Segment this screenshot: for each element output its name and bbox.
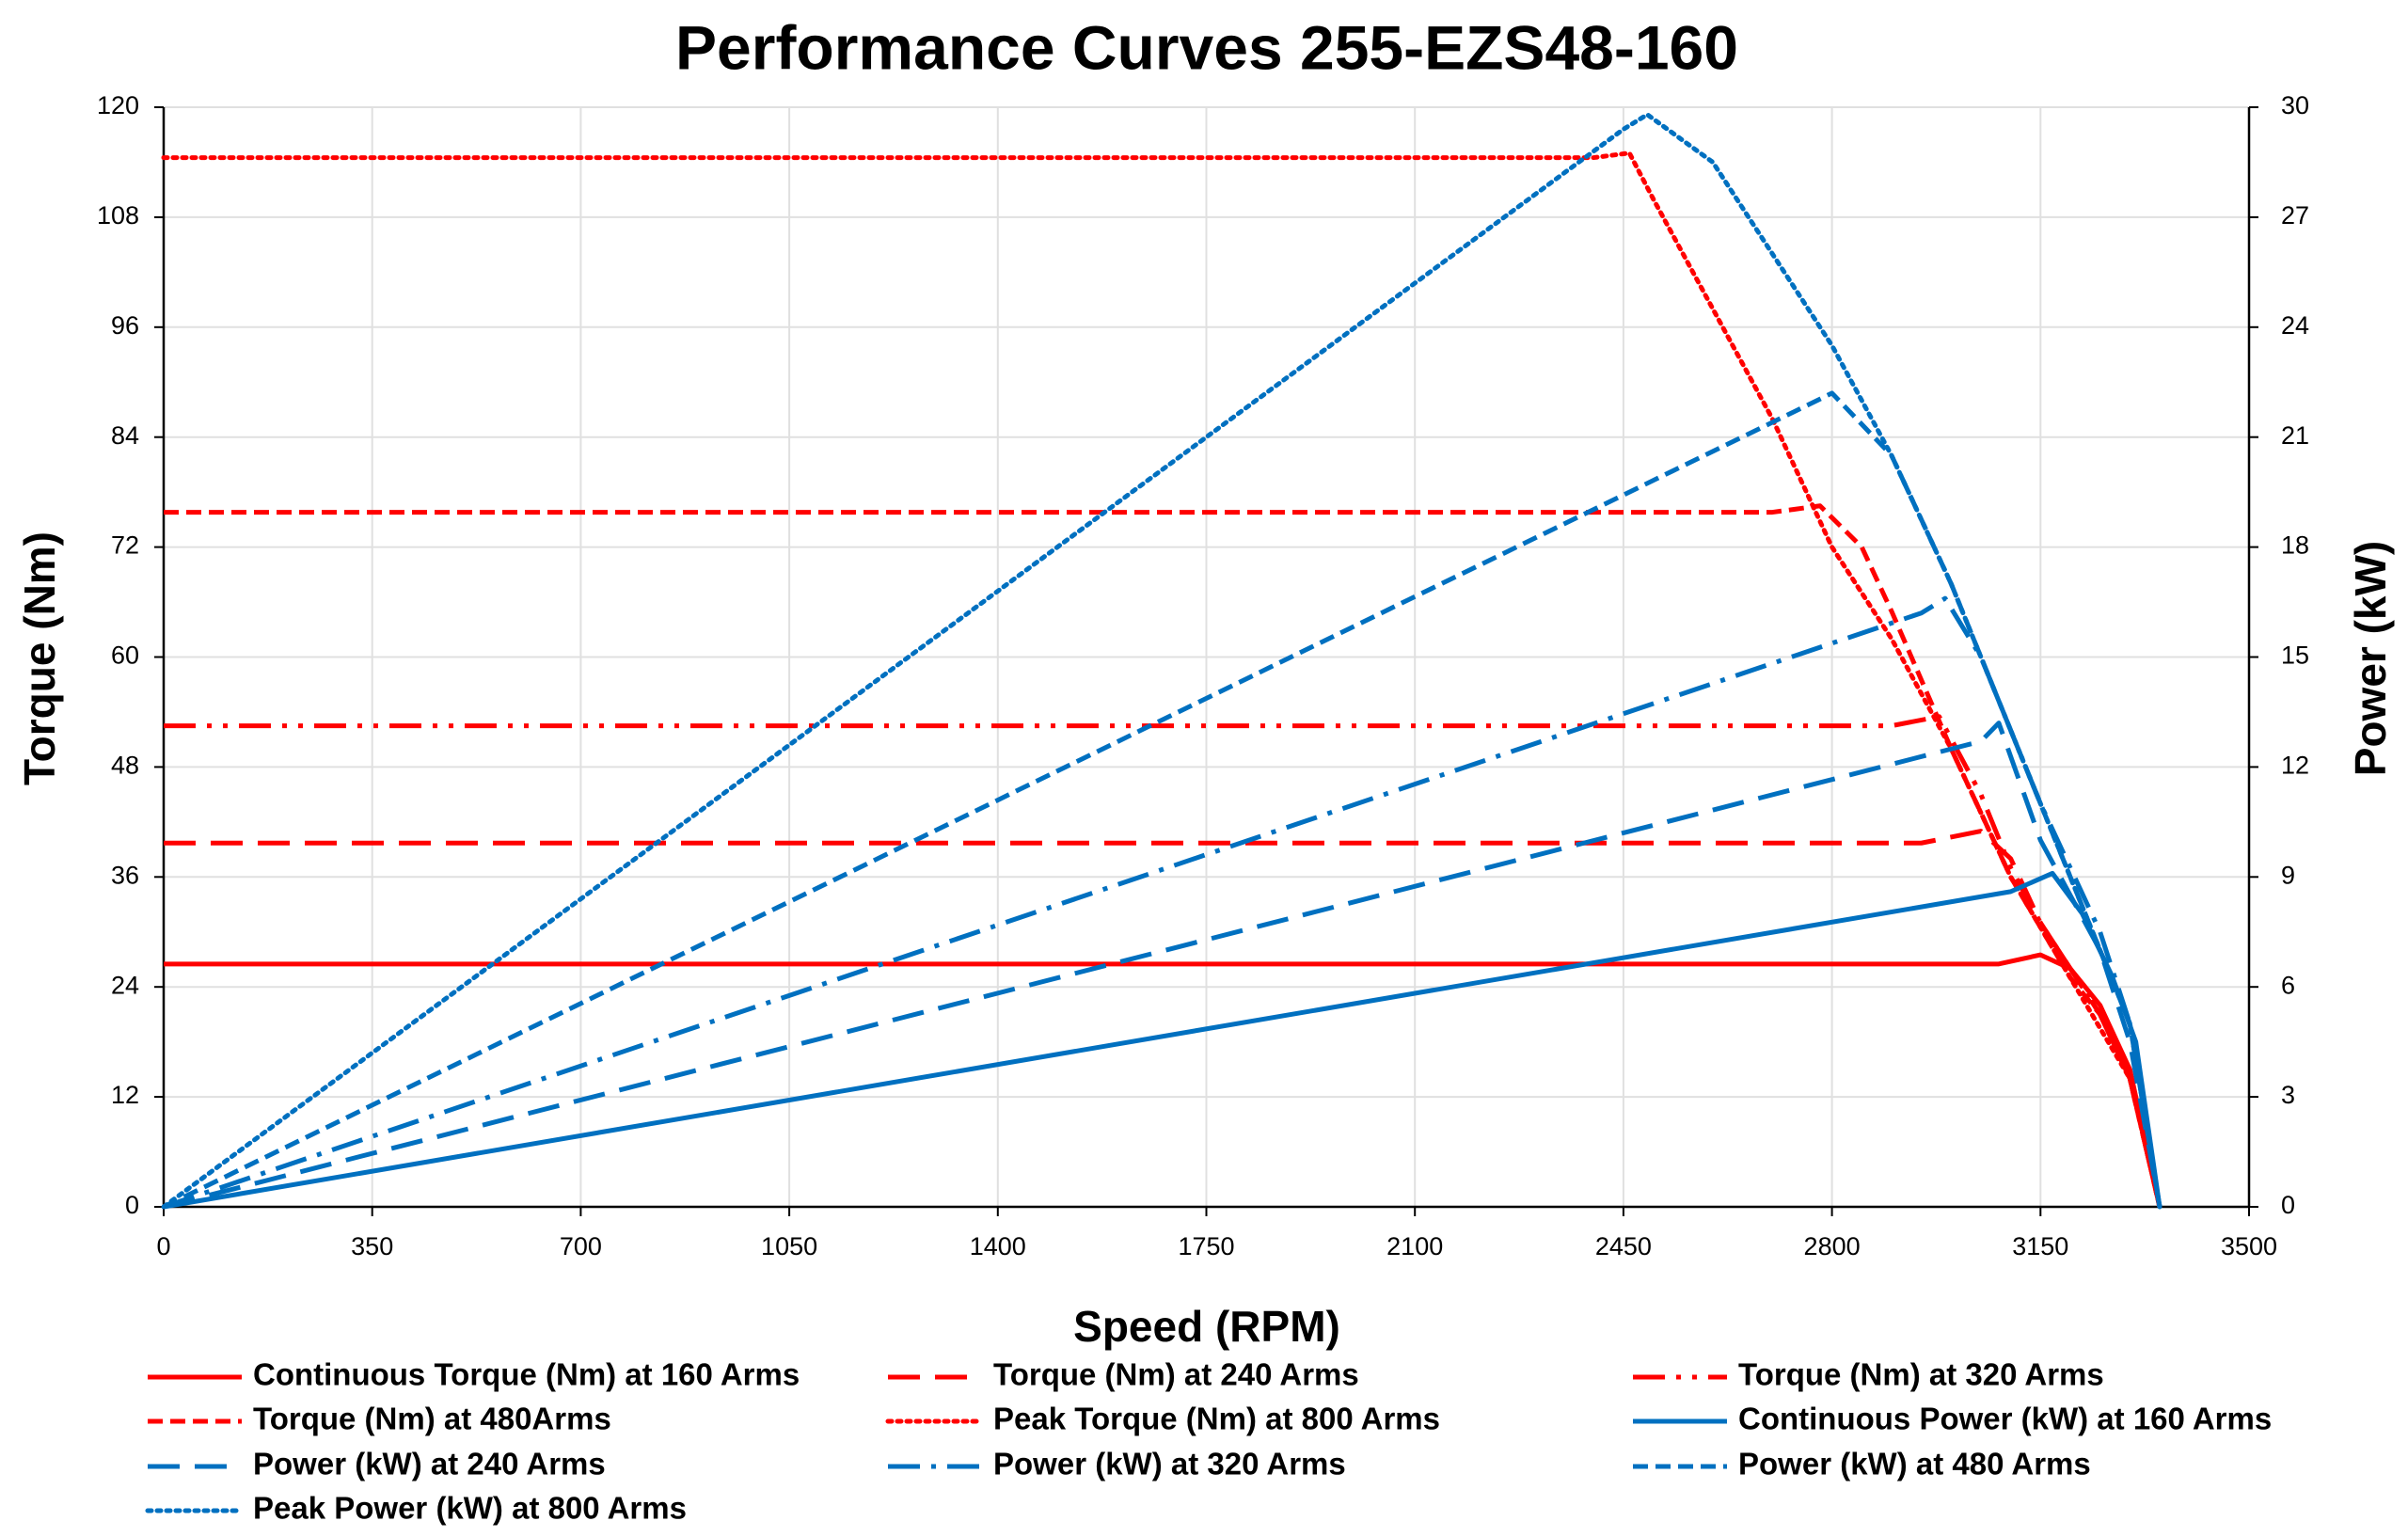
y-tick-label: 108 <box>97 201 139 230</box>
legend-label: Peak Torque (Nm) at 800 Arms <box>993 1402 1440 1436</box>
y-tick-label: 0 <box>125 1191 139 1219</box>
series-line <box>161 112 2162 1210</box>
series-line <box>163 595 2162 1210</box>
series-line <box>162 390 2162 1210</box>
y2-tick-label: 3 <box>2281 1081 2295 1109</box>
y2-tick-label: 21 <box>2281 421 2309 450</box>
x-tick-label: 0 <box>156 1232 170 1260</box>
x-tick-label: 700 <box>560 1232 602 1260</box>
y2-tick-label: 9 <box>2281 861 2295 889</box>
y-tick-label: 120 <box>97 91 139 119</box>
x-tick-label: 1750 <box>1178 1232 1234 1260</box>
series-line <box>164 714 2162 1208</box>
y-tick-label: 12 <box>111 1081 139 1109</box>
x-tick-label: 2100 <box>1386 1232 1443 1260</box>
grid <box>163 106 2250 1208</box>
legend-label: Power (kW) at 240 Arms <box>253 1447 606 1482</box>
y2-tick-label: 18 <box>2281 531 2309 560</box>
legend-label: Continuous Power (kW) at 160 Arms <box>1738 1402 2272 1436</box>
series-line <box>164 829 2162 1208</box>
x-axis-label: Speed (RPM) <box>1073 1302 1340 1351</box>
x-tick-label: 350 <box>351 1232 393 1260</box>
series-line <box>163 870 2162 1210</box>
legend-label: Continuous Torque (Nm) at 160 Arms <box>253 1357 800 1392</box>
y-tick-label: 72 <box>111 531 139 560</box>
legend-label: Torque (Nm) at 480Arms <box>253 1402 611 1436</box>
y-axis-label: Torque (Nm) <box>15 531 64 785</box>
y-tick-label: 96 <box>111 311 139 340</box>
x-tick-label: 1400 <box>970 1232 1026 1260</box>
x-tick-label: 3150 <box>2012 1232 2068 1260</box>
y-tick-label: 24 <box>111 971 139 999</box>
x-tick-label: 2450 <box>1595 1232 1652 1260</box>
series-line <box>164 952 2162 1208</box>
y2-tick-label: 12 <box>2281 752 2309 780</box>
legend-label: Power (kW) at 320 Arms <box>993 1447 1346 1482</box>
series-line <box>163 721 2162 1210</box>
legend-label: Torque (Nm) at 240 Arms <box>993 1357 1359 1392</box>
y-tick-label: 36 <box>111 861 139 889</box>
y2-tick-label: 15 <box>2281 642 2309 670</box>
y2-tick-label: 27 <box>2281 201 2309 230</box>
y-tick-label: 48 <box>111 752 139 780</box>
y2-tick-label: 0 <box>2281 1191 2295 1219</box>
legend-label: Torque (Nm) at 320 Arms <box>1738 1357 2104 1392</box>
y-tick-label: 84 <box>111 421 139 450</box>
legend-label: Power (kW) at 480 Arms <box>1738 1447 2091 1482</box>
x-tick-label: 3500 <box>2221 1232 2277 1260</box>
series-line <box>164 503 2162 1208</box>
legend-label: Peak Power (kW) at 800 Arms <box>253 1491 687 1526</box>
series-line <box>161 151 2162 1210</box>
y2-tick-label: 30 <box>2281 91 2309 119</box>
chart-title: Performance Curves 255-EZS48-160 <box>675 12 1738 82</box>
x-tick-label: 2800 <box>1804 1232 1861 1260</box>
y2-tick-label: 6 <box>2281 971 2295 999</box>
y2-axis-label: Power (kW) <box>2346 541 2395 776</box>
y2-tick-label: 24 <box>2281 311 2309 340</box>
y-tick-label: 60 <box>111 642 139 670</box>
x-tick-label: 1050 <box>761 1232 817 1260</box>
